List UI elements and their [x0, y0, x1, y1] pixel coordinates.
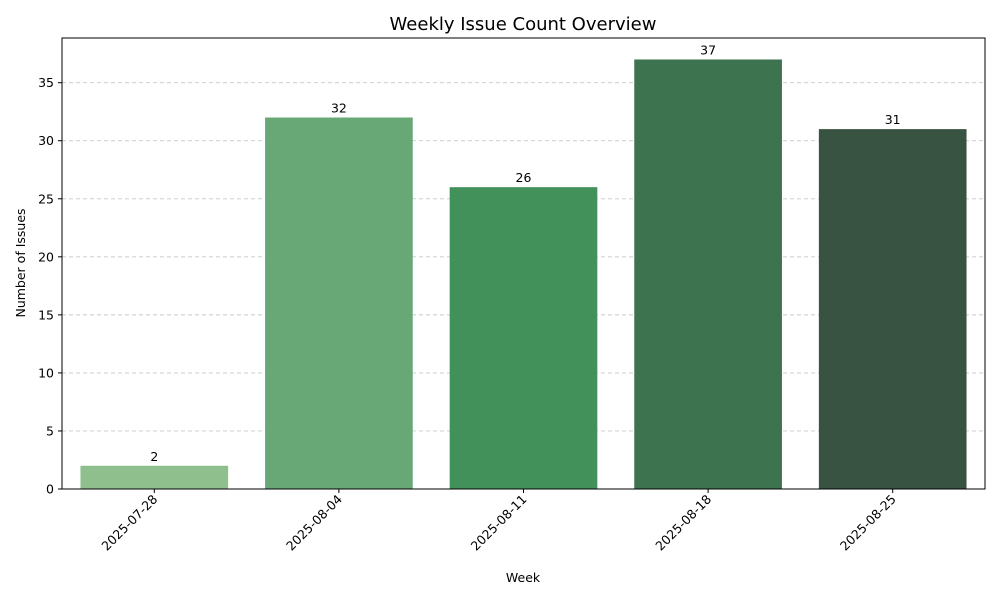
y-tick-label: 25 [38, 191, 54, 206]
y-axis-title: Number of Issues [13, 208, 28, 317]
x-tick-label: 2025-07-28 [98, 491, 160, 553]
x-axis-ticks: 2025-07-28 2025-08-04 2025-08-11 2025-08-18… [98, 489, 899, 554]
bar-2025-08-11 [449, 187, 598, 489]
x-tick-label: 2025-08-04 [283, 491, 345, 553]
bar-value-label: 2 [150, 449, 158, 464]
y-tick-label: 5 [46, 423, 54, 438]
bar-2025-08-25 [818, 129, 967, 489]
y-tick-label: 35 [38, 75, 54, 90]
x-tick-label: 2025-08-18 [652, 491, 714, 553]
bar-value-label: 37 [700, 42, 716, 57]
y-tick-label: 0 [46, 482, 54, 497]
x-tick-label: 2025-08-25 [837, 492, 899, 554]
bar-2025-07-28 [80, 465, 229, 489]
chart-title: Weekly Issue Count Overview [390, 14, 657, 35]
bar-2025-08-18 [634, 59, 782, 489]
y-tick-label: 20 [38, 249, 54, 264]
y-tick-label: 30 [38, 133, 54, 148]
bar-value-label: 32 [331, 101, 347, 116]
bar-2025-08-04 [265, 117, 413, 489]
bar-value-label: 26 [516, 170, 532, 185]
x-axis-title: Week [506, 570, 541, 585]
bar-value-labels: 2 32 26 37 31 [150, 42, 900, 463]
bars [80, 59, 967, 489]
y-tick-label: 15 [38, 307, 54, 322]
y-tick-label: 10 [38, 365, 54, 380]
x-tick-label: 2025-08-11 [468, 492, 530, 554]
bar-value-label: 31 [885, 112, 901, 127]
y-axis-ticks: 0 5 10 15 20 25 30 35 [38, 75, 62, 497]
